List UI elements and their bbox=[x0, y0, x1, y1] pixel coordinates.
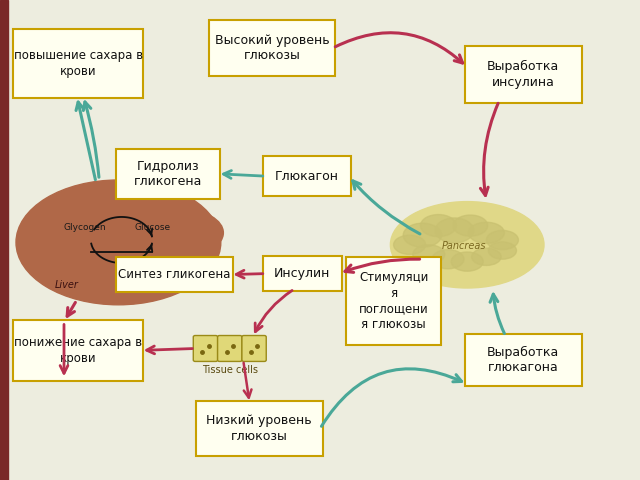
FancyBboxPatch shape bbox=[116, 257, 233, 292]
Text: понижение сахара в
крови: понижение сахара в крови bbox=[14, 336, 143, 365]
FancyBboxPatch shape bbox=[13, 29, 143, 98]
FancyBboxPatch shape bbox=[193, 336, 218, 361]
Text: повышение сахара в
крови: повышение сахара в крови bbox=[14, 49, 143, 78]
Ellipse shape bbox=[435, 218, 474, 243]
Ellipse shape bbox=[413, 245, 445, 264]
Text: Glucose: Glucose bbox=[134, 223, 170, 232]
Ellipse shape bbox=[468, 222, 504, 243]
FancyBboxPatch shape bbox=[465, 46, 582, 103]
Text: Liver: Liver bbox=[54, 280, 78, 290]
FancyBboxPatch shape bbox=[346, 257, 441, 345]
Text: Низкий уровень
глюкозы: Низкий уровень глюкозы bbox=[206, 414, 312, 443]
FancyBboxPatch shape bbox=[116, 149, 220, 199]
Ellipse shape bbox=[472, 248, 501, 265]
Ellipse shape bbox=[390, 202, 544, 288]
Ellipse shape bbox=[451, 252, 483, 271]
Text: Синтез гликогена: Синтез гликогена bbox=[118, 268, 230, 281]
Ellipse shape bbox=[432, 250, 464, 269]
Ellipse shape bbox=[29, 221, 182, 283]
Text: Выработка
инсулина: Выработка инсулина bbox=[487, 60, 559, 89]
FancyBboxPatch shape bbox=[242, 336, 266, 361]
Ellipse shape bbox=[453, 215, 488, 236]
Text: Гидролиз
гликогена: Гидролиз гликогена bbox=[134, 160, 202, 188]
FancyBboxPatch shape bbox=[218, 336, 242, 361]
Ellipse shape bbox=[420, 215, 456, 237]
FancyBboxPatch shape bbox=[13, 320, 143, 381]
Bar bbox=[0, 0, 8, 480]
Text: Pancreas: Pancreas bbox=[442, 240, 486, 251]
Ellipse shape bbox=[486, 230, 518, 250]
FancyBboxPatch shape bbox=[263, 256, 342, 291]
Ellipse shape bbox=[16, 180, 221, 305]
Ellipse shape bbox=[488, 242, 516, 259]
Text: Выработка
глюкагона: Выработка глюкагона bbox=[487, 346, 559, 374]
Text: Glycogen: Glycogen bbox=[64, 223, 107, 232]
Ellipse shape bbox=[70, 182, 193, 226]
Text: Высокий уровень
глюкозы: Высокий уровень глюкозы bbox=[214, 34, 330, 62]
Ellipse shape bbox=[141, 209, 223, 256]
FancyBboxPatch shape bbox=[196, 401, 323, 456]
Text: Tissue cells: Tissue cells bbox=[202, 365, 258, 375]
Text: Стимуляци
я
поглощени
я глюкозы: Стимуляци я поглощени я глюкозы bbox=[359, 272, 428, 331]
FancyBboxPatch shape bbox=[209, 20, 335, 76]
Text: Глюкагон: Глюкагон bbox=[275, 170, 339, 183]
FancyBboxPatch shape bbox=[263, 156, 351, 196]
Ellipse shape bbox=[403, 223, 442, 247]
FancyBboxPatch shape bbox=[465, 334, 582, 386]
Ellipse shape bbox=[394, 235, 426, 254]
Text: Инсулин: Инсулин bbox=[274, 267, 331, 280]
